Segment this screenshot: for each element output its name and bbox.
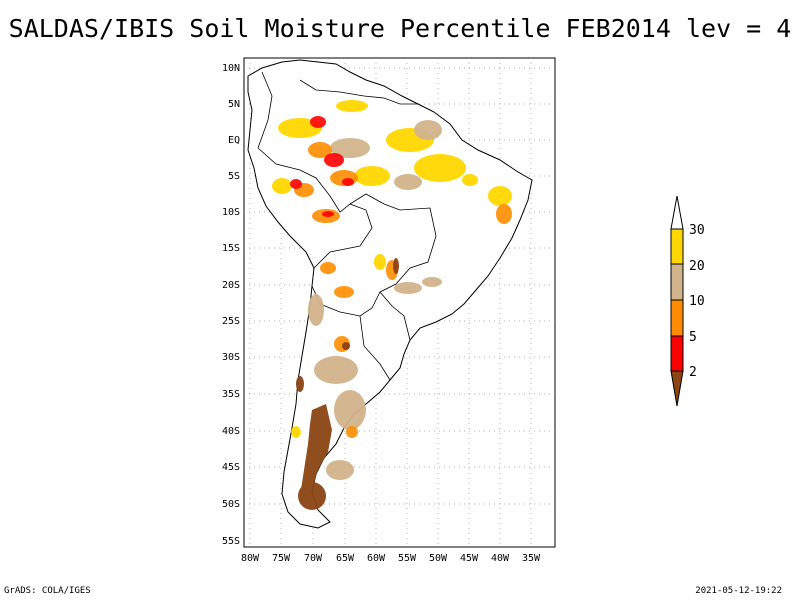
lon-label: 75W — [272, 553, 291, 564]
lon-label: 65W — [336, 553, 355, 564]
lat-label: 50S — [222, 499, 240, 510]
lat-label: 5S — [228, 171, 240, 182]
legend-swatch-2-5 — [670, 335, 684, 372]
lat-label: 20S — [222, 280, 240, 291]
legend-label: 5 — [689, 330, 697, 345]
lon-label: 50W — [429, 553, 448, 564]
legend-swatch-10-20 — [670, 263, 684, 301]
shading-2-5-red — [290, 116, 354, 217]
shading-below-2-brown — [296, 258, 399, 510]
lon-label: 35W — [522, 553, 541, 564]
legend-label: 10 — [689, 294, 705, 309]
lat-label: 10S — [222, 207, 240, 218]
percentile-shading — [272, 100, 512, 510]
lat-label: EQ — [228, 135, 240, 146]
legend-swatch-below-2 — [670, 370, 684, 407]
legend-label: 20 — [689, 259, 705, 274]
lat-label: 25S — [222, 316, 240, 327]
lat-label: 5N — [228, 99, 240, 110]
shading-10-20-tan — [308, 120, 442, 480]
legend-swatch-20-30 — [670, 228, 684, 265]
lat-label: 30S — [222, 352, 240, 363]
lon-label: 45W — [460, 553, 479, 564]
longitude-axis: 80W 75W 70W 65W 60W 55W 50W 45W 40W 35W — [241, 553, 541, 564]
lon-label: 40W — [491, 553, 510, 564]
legend-label: 2 — [689, 365, 697, 380]
legend-label: 30 — [689, 223, 705, 238]
lat-label: 40S — [222, 426, 240, 437]
color-legend — [670, 195, 684, 407]
lat-label: 15S — [222, 243, 240, 254]
grads-credit: GrADS: COLA/IGES — [4, 586, 91, 596]
map-title: SALDAS/IBIS Soil Moisture Percentile FEB… — [8, 14, 792, 43]
lat-label: 35S — [222, 389, 240, 400]
lon-label: 60W — [367, 553, 386, 564]
lat-label: 10N — [222, 63, 240, 74]
lon-label: 55W — [398, 553, 417, 564]
shading-5-10-orange — [294, 142, 512, 438]
legend-swatch-above-30 — [670, 195, 684, 230]
legend-labels: 30 20 10 5 2 — [689, 223, 705, 380]
lat-label: 55S — [222, 536, 240, 547]
legend-swatch-5-10 — [670, 299, 684, 337]
lon-label: 70W — [304, 553, 323, 564]
latitude-axis: 10N 5N EQ 5S 10S 15S 20S 25S 30S 35S 40S… — [222, 63, 240, 547]
country-borders — [257, 71, 437, 381]
lat-label: 45S — [222, 462, 240, 473]
lon-label: 80W — [241, 553, 260, 564]
render-timestamp: 2021-05-12-19:22 — [695, 586, 782, 596]
